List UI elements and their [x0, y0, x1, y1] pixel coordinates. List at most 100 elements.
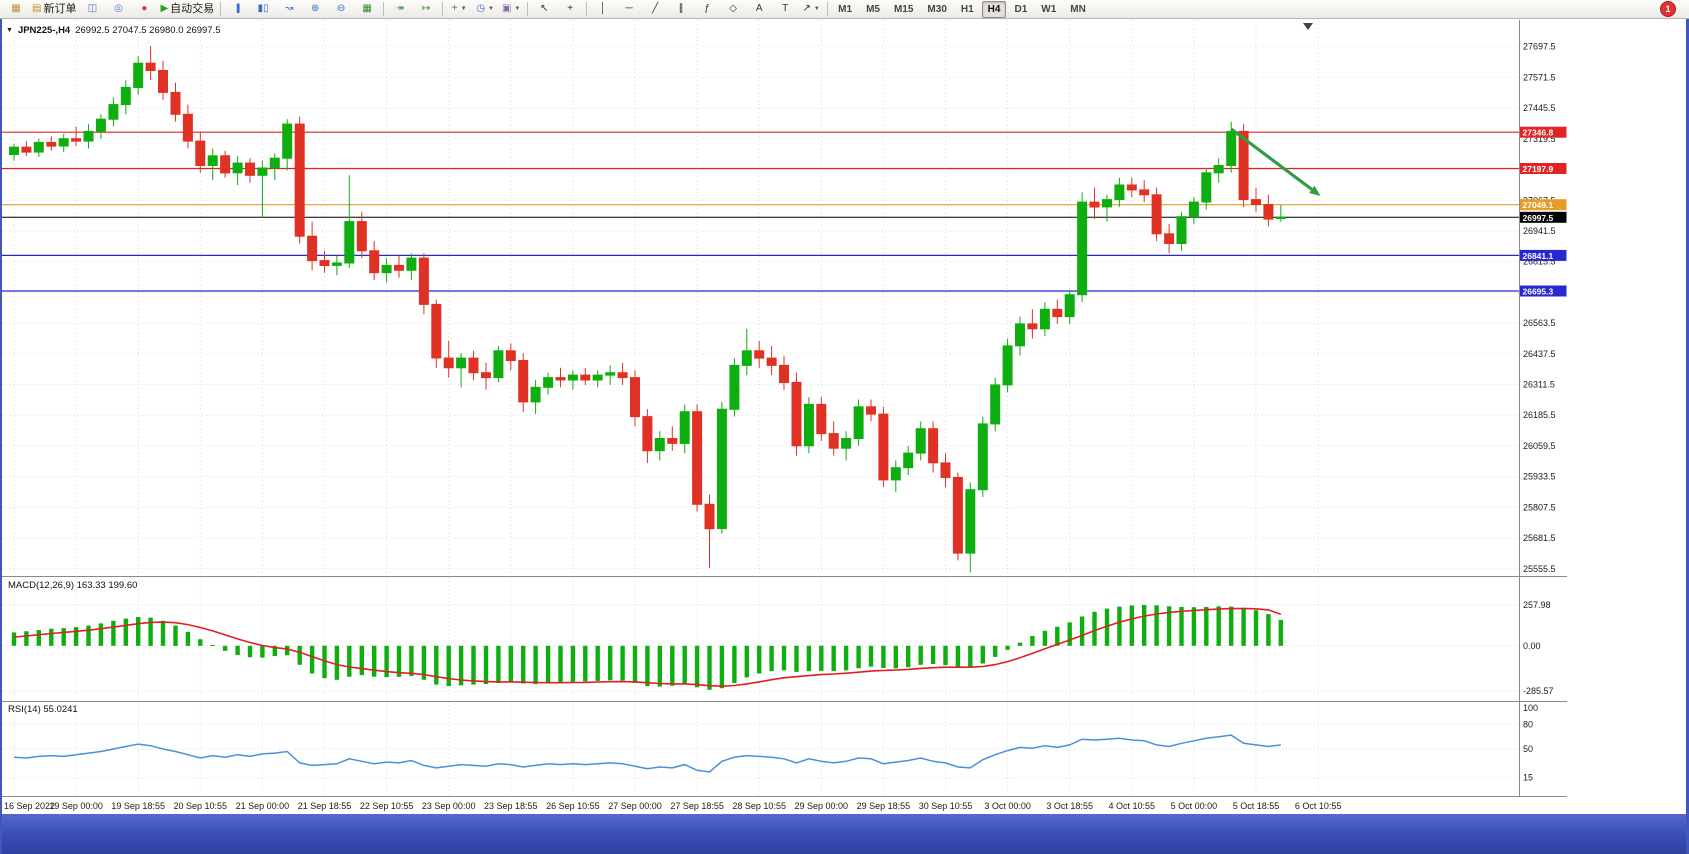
channel-icon: ∥ — [678, 3, 684, 14]
sounds-button[interactable]: ◎ — [105, 0, 131, 19]
svg-text:29 Sep 00:00: 29 Sep 00:00 — [795, 801, 849, 811]
crosshair-button[interactable]: + — [557, 0, 583, 19]
timeframe-h1-button[interactable]: H1 — [960, 3, 974, 15]
auto-scroll-button[interactable]: ↠ — [387, 0, 413, 19]
new-order-label: 新订单 — [43, 2, 77, 15]
horizontal-line-button[interactable]: ─ — [616, 0, 642, 19]
toolbar-separator — [827, 2, 829, 16]
svg-text:26 Sep 10:55: 26 Sep 10:55 — [546, 801, 600, 811]
candle — [530, 380, 541, 415]
cursor-button[interactable]: ↖ — [531, 0, 557, 19]
zoom-out-button[interactable]: ⊖ — [328, 0, 354, 19]
candle — [1251, 187, 1261, 212]
line-chart-mode-button[interactable]: ↝ — [276, 0, 302, 19]
svg-text:21 Sep 18:55: 21 Sep 18:55 — [298, 801, 352, 811]
one-click-trading-toggle[interactable]: ▼ — [6, 27, 13, 34]
candle — [418, 253, 429, 315]
timeframe-mn-button[interactable]: MN — [1070, 3, 1086, 15]
candle — [952, 472, 963, 561]
profiles-icon: ◫ — [87, 3, 98, 14]
tile-windows-button[interactable]: ▦ — [354, 0, 380, 19]
autotrading-button[interactable]: ▶ 自动交易 — [157, 0, 217, 19]
candle — [456, 353, 467, 388]
profiles-button[interactable]: ◫ — [79, 0, 105, 19]
new-order-button[interactable]: ▤ 新订单 — [29, 0, 79, 19]
trendline-button[interactable]: ╱ — [642, 0, 668, 19]
candle — [83, 124, 94, 149]
bar-chart-mode-button[interactable]: ||| — [224, 0, 250, 19]
svg-text:27346.8: 27346.8 — [1523, 128, 1554, 138]
candle — [1139, 180, 1150, 203]
candle — [232, 155, 243, 185]
rsi-pane[interactable] — [2, 702, 1519, 795]
timeframe-m5-button[interactable]: M5 — [866, 3, 880, 15]
shapes-button[interactable]: ◇ — [720, 0, 746, 19]
channel-button[interactable]: ∥ — [668, 0, 694, 19]
window-left-frame — [0, 19, 2, 854]
timeframe-h4-button[interactable]: H4 — [981, 0, 1007, 18]
timeframe-d1-button[interactable]: D1 — [1014, 3, 1028, 15]
candle — [95, 114, 106, 139]
indicators-button[interactable]: + ▼ — [446, 0, 472, 19]
svg-text:27319.5: 27319.5 — [1523, 134, 1556, 144]
svg-text:26185.5: 26185.5 — [1523, 410, 1556, 420]
chart-symbol-period: JPN225-,H4 — [17, 25, 71, 36]
pivot-line-badge — [1519, 199, 1567, 211]
candle — [518, 353, 529, 412]
candle — [828, 421, 839, 456]
svg-text:25807.5: 25807.5 — [1523, 502, 1556, 512]
candle — [170, 82, 181, 122]
arrows-icon: ↗ — [802, 3, 811, 14]
candle — [1263, 194, 1274, 227]
periods-button[interactable]: ◷ ▼ — [472, 0, 498, 19]
vertical-line-button[interactable]: │ — [590, 0, 616, 19]
candle — [766, 345, 777, 376]
svg-text:26997.5: 26997.5 — [1523, 213, 1554, 223]
chart-shift-button[interactable]: ↦ — [413, 0, 439, 19]
timeframe-m30-button[interactable]: M30 — [927, 3, 947, 15]
candle — [1114, 177, 1125, 207]
vertical-line-icon: │ — [600, 3, 607, 14]
templates-button[interactable]: ▣ ▼ — [498, 0, 524, 19]
timeframe-w1-button[interactable]: W1 — [1041, 3, 1057, 15]
svg-text:5 Oct 00:00: 5 Oct 00:00 — [1171, 801, 1218, 811]
candle — [1002, 338, 1013, 393]
candle — [307, 221, 318, 271]
svg-text:27 Sep 18:55: 27 Sep 18:55 — [670, 801, 724, 811]
timeframe-m15-button[interactable]: M15 — [893, 3, 914, 15]
candle — [1027, 309, 1038, 339]
new-chart-button[interactable]: ▦ — [3, 0, 29, 19]
time-axis[interactable] — [2, 796, 1567, 813]
timeframe-toolbar: M1 M5 M15 M30 H1 H4 D1 W1 MN — [831, 0, 1093, 18]
candle — [33, 138, 44, 157]
candles-layer — [9, 46, 1286, 573]
new-chart-icon: ▦ — [11, 3, 21, 14]
fibonacci-button[interactable]: ƒ — [694, 0, 720, 19]
candle — [1102, 194, 1112, 222]
text-label-button[interactable]: T — [772, 0, 798, 19]
timeframe-m1-button[interactable]: M1 — [838, 3, 853, 15]
candle — [158, 60, 168, 100]
svg-text:27697.5: 27697.5 — [1523, 42, 1556, 52]
expert-advisors-button[interactable]: ● — [131, 0, 157, 19]
price-badges: 27346.8 27197.9 27049.1 26997.5 26841.1 26695… — [1519, 126, 1567, 297]
horizontal-line-icon: ─ — [625, 3, 633, 14]
candle — [108, 97, 119, 127]
candle — [692, 404, 703, 512]
trend-arrow-object[interactable] — [1230, 127, 1321, 196]
candlestick-mode-button[interactable]: ▮▯ — [250, 0, 276, 19]
text-button[interactable]: A — [746, 0, 772, 19]
main-chart-pane[interactable] — [2, 20, 1519, 576]
zoom-in-button[interactable]: ⊕ — [302, 0, 328, 19]
candle — [605, 365, 616, 385]
notification-badge[interactable]: 1 — [1660, 1, 1676, 17]
pane-separators — [0, 20, 1567, 797]
price-axis[interactable] — [1519, 20, 1567, 797]
svg-text:30 Sep 10:55: 30 Sep 10:55 — [919, 801, 973, 811]
arrows-button[interactable]: ↗ ▼ — [798, 0, 824, 19]
candle — [915, 421, 926, 461]
candle — [71, 126, 82, 146]
candle — [1151, 187, 1162, 242]
macd-pane[interactable] — [2, 577, 1519, 700]
chart-shift-marker[interactable] — [1303, 23, 1313, 30]
